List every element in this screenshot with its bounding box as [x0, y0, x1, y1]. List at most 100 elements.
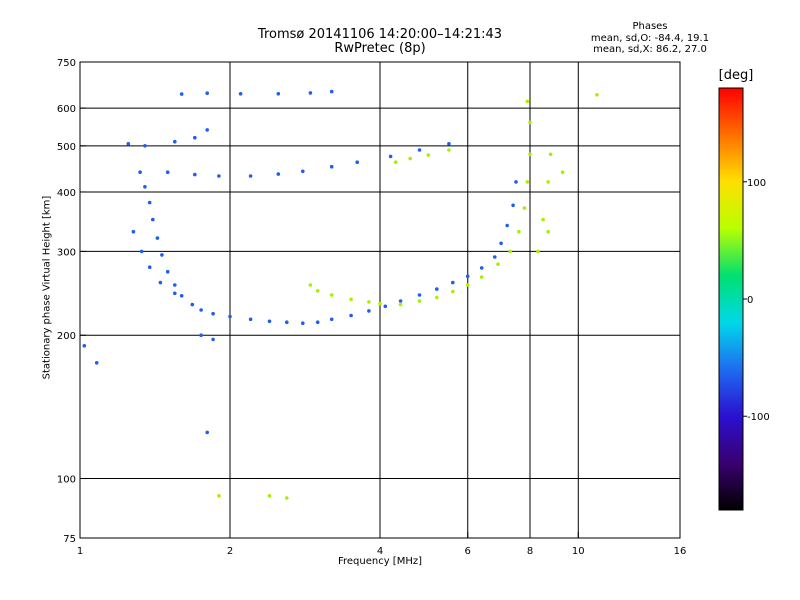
- data-point: [160, 253, 164, 257]
- x-tick-label: 8: [527, 546, 533, 557]
- data-point: [211, 311, 215, 316]
- y-tick-label: 400: [57, 188, 76, 199]
- data-point: [217, 174, 221, 178]
- data-point: [173, 139, 177, 144]
- colorbar-tick-label: -100: [747, 412, 770, 423]
- data-point: [511, 203, 515, 208]
- data-point: [211, 337, 215, 342]
- phase-heading: Phases: [632, 21, 668, 32]
- data-point: [546, 180, 550, 184]
- y-tick-label: 75: [63, 534, 76, 545]
- data-point: [143, 144, 147, 148]
- x-tick-label: 6: [465, 546, 471, 557]
- data-point: [248, 174, 253, 178]
- data-point: [151, 217, 155, 222]
- data-point: [228, 314, 232, 319]
- data-point: [276, 92, 281, 96]
- data-point: [517, 229, 521, 234]
- data-point: [417, 299, 422, 303]
- data-point: [285, 320, 289, 325]
- data-point: [546, 229, 550, 234]
- data-point: [308, 283, 313, 287]
- data-point: [479, 275, 484, 279]
- data-point: [508, 249, 512, 254]
- x-tick-label: 16: [674, 546, 687, 557]
- x-axis-label: Frequency [MHz]: [337, 556, 423, 567]
- data-point: [301, 169, 305, 174]
- data-point: [199, 308, 203, 312]
- data-point: [393, 160, 398, 164]
- data-point: [378, 301, 382, 306]
- data-point: [248, 317, 253, 322]
- data-point: [528, 152, 532, 157]
- data-point: [514, 180, 518, 184]
- data-point: [435, 295, 439, 300]
- data-point: [147, 200, 152, 205]
- y-tick-label: 750: [57, 58, 76, 69]
- data-point: [139, 249, 144, 254]
- data-point: [447, 142, 451, 146]
- data-point: [126, 142, 131, 146]
- data-point: [398, 302, 403, 307]
- data-point: [329, 317, 334, 322]
- data-point: [451, 289, 455, 294]
- x-tick-label: 1: [77, 546, 83, 557]
- data-point: [131, 229, 136, 234]
- data-point: [548, 152, 553, 157]
- data-point: [199, 333, 203, 338]
- data-point: [447, 148, 451, 152]
- data-point: [267, 494, 272, 498]
- colorbar-tick-label: 100: [747, 178, 766, 189]
- data-point: [301, 321, 305, 326]
- x-tick-label: 10: [572, 546, 585, 557]
- data-point: [349, 313, 353, 318]
- phase-x-stats: mean, sd,X: 86.2, 27.0: [593, 44, 707, 55]
- y-tick-label: 600: [57, 104, 76, 115]
- data-point: [349, 297, 353, 302]
- data-point: [528, 120, 532, 125]
- data-point: [315, 320, 320, 325]
- data-point: [367, 300, 371, 304]
- data-point: [285, 496, 289, 500]
- data-point: [329, 164, 334, 169]
- data-point: [94, 361, 99, 365]
- x-tick-label: 2: [227, 546, 233, 557]
- data-point: [158, 280, 163, 285]
- data-point: [138, 170, 142, 174]
- data-point: [398, 299, 403, 303]
- data-point: [505, 223, 510, 228]
- data-point: [479, 266, 484, 270]
- data-point: [267, 319, 272, 324]
- data-point: [493, 255, 497, 259]
- colorbar-tick-label: 0: [747, 295, 753, 306]
- colorbar-unit-label: [deg]: [718, 68, 754, 83]
- data-point: [238, 92, 243, 96]
- colorbar: [718, 87, 744, 511]
- data-point: [173, 291, 177, 296]
- data-point: [143, 185, 147, 189]
- data-point: [560, 170, 565, 174]
- x-tick-label: 4: [377, 546, 383, 557]
- data-point: [408, 156, 413, 161]
- data-point: [190, 302, 195, 307]
- data-point: [147, 265, 152, 270]
- data-point: [179, 294, 184, 298]
- data-point: [355, 160, 360, 164]
- data-point: [536, 249, 540, 254]
- data-point: [165, 170, 170, 174]
- data-point: [541, 217, 545, 222]
- y-tick-label: 100: [57, 475, 76, 486]
- data-point: [82, 344, 87, 348]
- data-point: [496, 262, 500, 267]
- data-point: [205, 91, 209, 95]
- data-point: [276, 172, 281, 176]
- data-point: [465, 283, 470, 287]
- y-tick-label: 200: [57, 331, 76, 342]
- data-point: [308, 91, 313, 95]
- data-point: [426, 153, 431, 157]
- chart-subtitle: RwPretec (8p): [334, 41, 426, 56]
- data-point: [595, 93, 599, 97]
- data-point: [451, 280, 455, 285]
- data-point: [315, 289, 320, 293]
